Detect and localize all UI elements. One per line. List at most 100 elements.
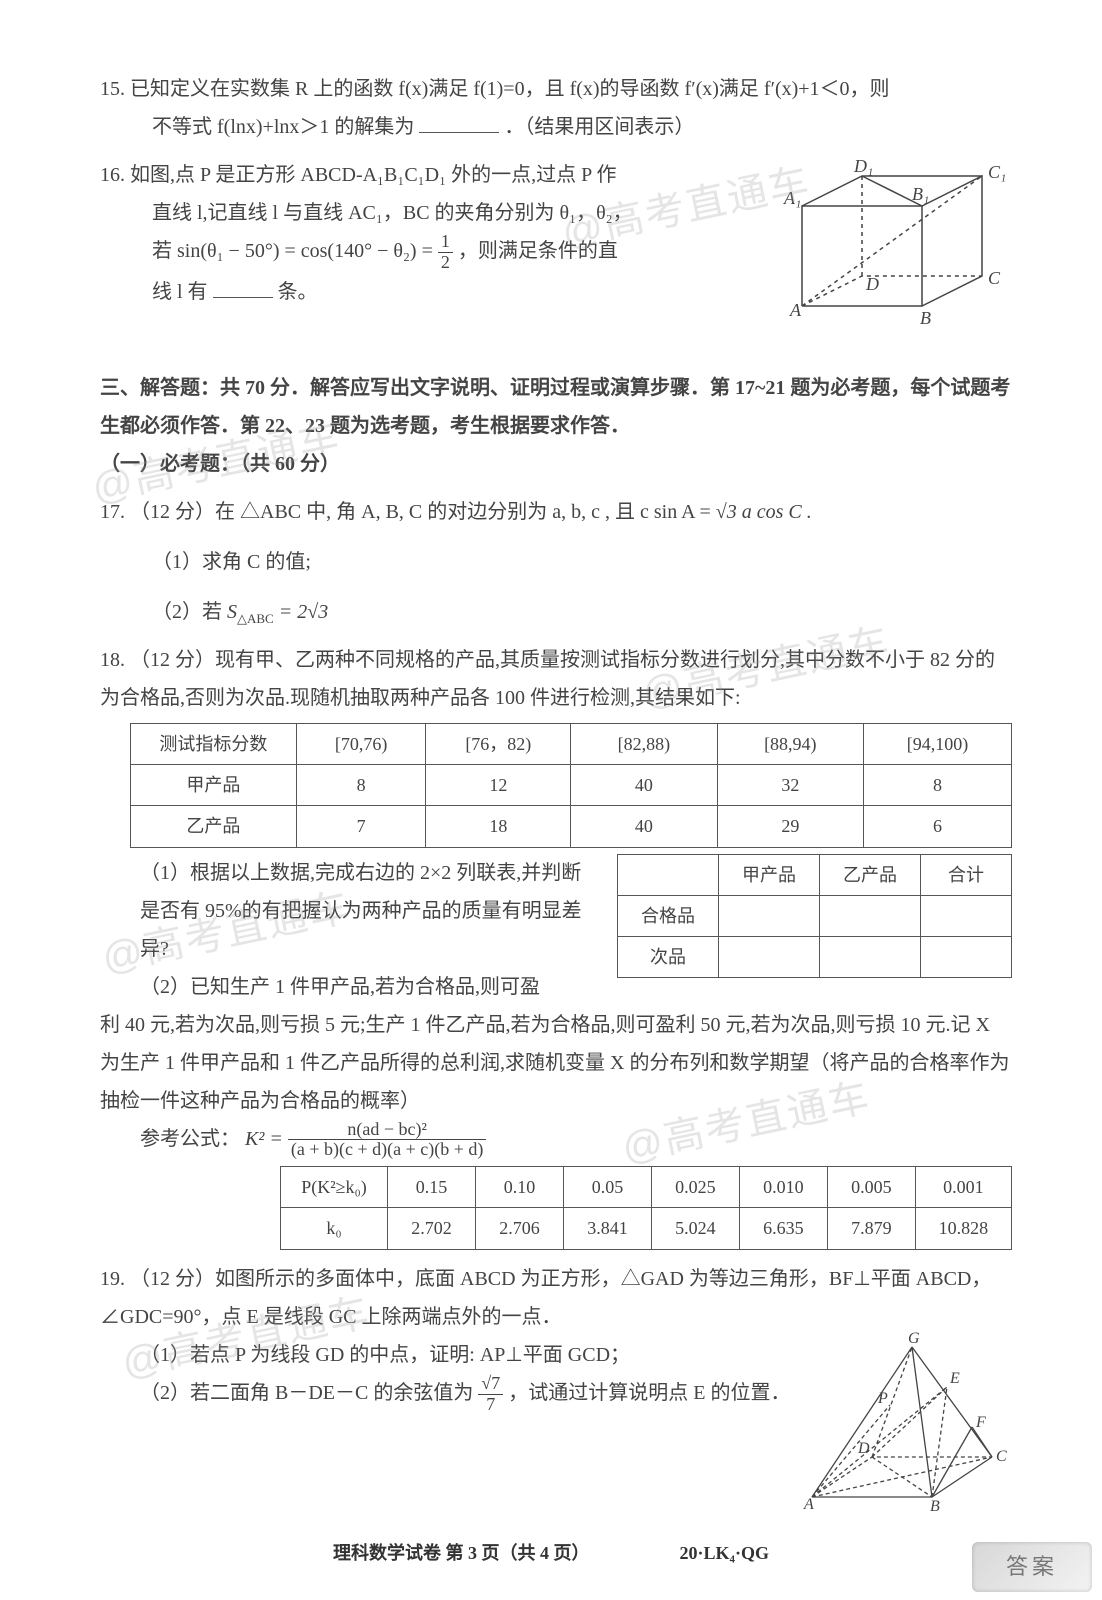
c: 10.828 [915, 1208, 1011, 1249]
q19-p2b: ，试通过计算说明点 E 的位置． [508, 1382, 790, 1404]
lbl-B: B [920, 308, 931, 328]
footer-right: 20·LK₄·QG [680, 1536, 769, 1570]
c: 40 [571, 765, 717, 806]
c: 18 [426, 806, 571, 847]
c: 6.635 [739, 1208, 827, 1249]
lbl-A1: A₁ [783, 188, 801, 208]
q18-mid-row: （1）根据以上数据,完成右边的 2×2 列联表,并判断是否有 95%的有把握认为… [100, 854, 1012, 1006]
q17-s: S [227, 601, 237, 623]
c[interactable] [921, 895, 1012, 936]
q16-text: 16. 如图,点 P 是正方形 ABCD-A₁B₁C₁D₁ 外的一点,过点 P … [100, 156, 762, 311]
q17-sqrt2: √3 [307, 601, 328, 623]
c[interactable] [921, 936, 1012, 977]
q18-num: 18. [100, 649, 125, 671]
q16-l3-wrap: 若 sin(θ₁ − 50°) = cos(140° − θ₂) = 1 2 ，… [100, 240, 618, 262]
table-row: 甲产品81240328 [131, 765, 1012, 806]
table-row: 测试指标分数 [70,76) [76，82) [82,88) [88,94) [… [131, 724, 1012, 765]
lbl-G: G [908, 1330, 920, 1347]
lbl-B1: B₁ [912, 184, 929, 204]
q18-table1: 测试指标分数 [70,76) [76，82) [82,88) [88,94) [… [130, 723, 1012, 848]
c: 0.001 [915, 1167, 1011, 1208]
c: 甲产品 [719, 854, 820, 895]
t1-h2: [76，82) [426, 724, 571, 765]
c: 2.706 [476, 1208, 564, 1249]
lbl-C1: C₁ [988, 162, 1006, 182]
c: 0.10 [476, 1167, 564, 1208]
c: 5.024 [651, 1208, 739, 1249]
lbl-D: D [857, 1440, 870, 1457]
q18-p1: （1）根据以上数据,完成右边的 2×2 列联表,并判断是否有 95%的有把握认为… [140, 854, 597, 968]
q17-p2: （2）若 S△ABC = 2√3 [100, 593, 1012, 631]
c: 次品 [618, 936, 719, 977]
lbl-C: C [996, 1448, 1007, 1465]
q18-p1p2: （1）根据以上数据,完成右边的 2×2 列联表,并判断是否有 95%的有把握认为… [100, 854, 597, 1006]
q18-cont: 利 40 元,若为次品,则亏损 5 元;生产 1 件乙产品,若为合格品,则可盈利… [100, 1006, 1012, 1120]
q17-sub: △ABC [237, 611, 274, 626]
lbl-D: D [865, 274, 879, 294]
q18-p2: （2）已知生产 1 件甲产品,若为合格品,则可盈 [140, 968, 597, 1006]
table-row: 合格品 [618, 895, 1012, 936]
t1-h4: [88,94) [717, 724, 863, 765]
q16-l4a: 线 l 有 [152, 281, 208, 303]
c [618, 854, 719, 895]
question-16: 16. 如图,点 P 是正方形 ABCD-A₁B₁C₁D₁ 外的一点,过点 P … [100, 156, 1012, 359]
c: 0.025 [651, 1167, 739, 1208]
q16-num: 16. [100, 164, 125, 186]
lbl-B: B [930, 1498, 940, 1515]
q15-l2b: ．（结果用区间表示） [504, 116, 694, 138]
q16-l4b: 条。 [278, 281, 318, 303]
q16-l2: 直线 l,记直线 l 与直线 AC₁，BC 的夹角分别为 θ₁，θ₂， [100, 202, 633, 224]
c: 0.005 [827, 1167, 915, 1208]
page-footer: 理科数学试卷 第 3 页（共 4 页） 20·LK₄·QG [0, 1536, 1102, 1570]
q19-figure: A B C D G E P F [782, 1327, 1022, 1530]
c: 乙产品 [131, 806, 297, 847]
q16-frac-num: 1 [438, 232, 453, 253]
q16-l3b: ，则满足条件的直 [458, 240, 618, 262]
table-row: 次品 [618, 936, 1012, 977]
c[interactable] [719, 936, 820, 977]
c: 8 [296, 765, 426, 806]
q15-l2-wrap: 不等式 f(lnx)+lnx＞1 的解集为 ．（结果用区间表示） [100, 116, 694, 138]
lbl-D1: D₁ [853, 156, 873, 176]
q15-l2a: 不等式 f(lnx)+lnx＞1 的解集为 [152, 116, 414, 138]
c: 乙产品 [820, 854, 921, 895]
q16-l4-wrap: 线 l 有 条。 [100, 281, 318, 303]
t1-h1: [70,76) [296, 724, 426, 765]
q18-intro: （12 分）现有甲、乙两种不同规格的产品,其质量按测试指标分数进行划分,其中分数… [100, 649, 995, 709]
q15-blank[interactable] [419, 110, 499, 133]
question-15: 15. 已知定义在实数集 R 上的函数 f(x)满足 f(1)=0，且 f(x)… [100, 70, 1012, 146]
t1-h5: [94,100) [864, 724, 1012, 765]
c: 0.15 [388, 1167, 476, 1208]
c[interactable] [820, 936, 921, 977]
c[interactable] [820, 895, 921, 936]
c: k₀ [281, 1208, 388, 1249]
sec3-title: 三、解答题：共 70 分．解答应写出文字说明、证明过程或演算步骤．第 17~21… [100, 369, 1012, 445]
lbl-C: C [988, 268, 1001, 288]
sec3-sub1: （一）必考题：（共 60 分） [100, 445, 1012, 483]
table-row: 甲产品 乙产品 合计 [618, 854, 1012, 895]
footer-left: 理科数学试卷 第 3 页（共 4 页） [333, 1536, 590, 1570]
q15-num: 15. [100, 78, 125, 100]
question-19: 19. （12 分）如图所示的多面体中，底面 ABCD 为正方形，△GAD 为等… [100, 1260, 1012, 1415]
q16-l1: 如图,点 P 是正方形 ABCD-A₁B₁C₁D₁ 外的一点,过点 P 作 [130, 164, 616, 186]
formula-label: 参考公式： [140, 1128, 240, 1150]
q19-num: 19. [100, 1268, 125, 1290]
q17-p1: （1）求角 C 的值; [100, 543, 1012, 581]
q16-l3a: 若 sin(θ₁ − 50°) = cos(140° − θ₂) = [152, 240, 438, 262]
lbl-A: A [789, 300, 802, 320]
c[interactable] [719, 895, 820, 936]
q17-sqrt: √3 [716, 501, 737, 523]
q18-table2: 甲产品 乙产品 合计 合格品 次品 [617, 854, 1012, 979]
question-18: 18. （12 分）现有甲、乙两种不同规格的产品,其质量按测试指标分数进行划分,… [100, 641, 1012, 1250]
lbl-F: F [975, 1414, 986, 1431]
q17-hdr-a: （12 分）在 △ABC 中, 角 A, B, C 的对边分别为 a, b, c… [130, 501, 716, 523]
c: 7.879 [827, 1208, 915, 1249]
formula-frac: n(ad − bc)² (a + b)(c + d)(a + c)(b + d) [288, 1120, 487, 1161]
q15-l1: 已知定义在实数集 R 上的函数 f(x)满足 f(1)=0，且 f(x)的导函数… [130, 78, 890, 100]
q17-eq: = 2 [279, 601, 308, 623]
corner-stamp: 答案 [972, 1542, 1092, 1592]
q16-blank[interactable] [213, 275, 273, 298]
c: 0.010 [739, 1167, 827, 1208]
lbl-E: E [949, 1370, 960, 1387]
c: 合计 [921, 854, 1012, 895]
